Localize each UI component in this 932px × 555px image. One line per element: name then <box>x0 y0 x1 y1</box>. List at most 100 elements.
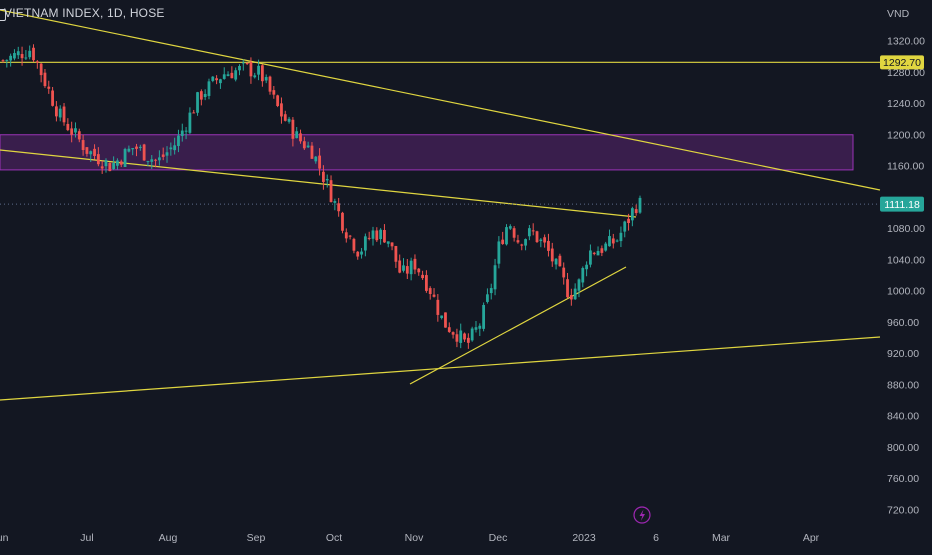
candle-body <box>66 123 70 131</box>
candle-body <box>234 70 238 80</box>
lightning-icon[interactable] <box>633 506 651 524</box>
candle-body <box>333 201 337 203</box>
candle-body <box>478 325 482 329</box>
candle-body <box>558 255 562 267</box>
candle-body <box>341 212 344 231</box>
candle-body <box>344 232 348 239</box>
candle-body <box>100 166 104 169</box>
candle-body <box>394 246 398 262</box>
resistance-zone[interactable] <box>0 134 854 171</box>
candle-body <box>455 334 459 342</box>
candle-body <box>573 288 577 300</box>
candle-body <box>196 92 199 113</box>
y-axis-unit: VND <box>887 8 910 20</box>
candle-body <box>280 103 283 117</box>
candle-body <box>35 61 39 63</box>
candle-body <box>150 159 154 162</box>
price-axis[interactable]: 1320.00 1280.00 1240.00 1200.00 1160.00 1080.… <box>887 36 925 517</box>
candle-body <box>348 235 352 237</box>
candle-body <box>165 152 169 156</box>
candle-body <box>173 145 177 151</box>
y-tick-label: 1200.00 <box>887 129 925 141</box>
candle-body <box>520 244 524 246</box>
last-price-marker: 1111.18 <box>880 196 924 212</box>
candle-body <box>375 230 379 241</box>
candle-body <box>192 112 196 114</box>
candle-body <box>409 260 413 275</box>
candle-body <box>47 86 51 89</box>
candle-body <box>9 55 13 61</box>
candle-body <box>104 160 108 167</box>
candle-body <box>322 171 325 182</box>
candle-body <box>314 156 318 162</box>
candle-body <box>459 330 463 343</box>
candle-body <box>154 159 157 161</box>
y-tick-label: 1280.00 <box>887 67 925 79</box>
candle-body <box>287 118 291 122</box>
candle-body <box>356 251 360 257</box>
x-tick-label: Apr <box>803 532 820 544</box>
candle-body <box>131 148 135 150</box>
candle-body <box>482 304 486 329</box>
candle-body <box>24 57 28 59</box>
candle-body <box>161 154 165 157</box>
candle-body <box>352 238 356 251</box>
candle-body <box>318 155 321 169</box>
candle-body <box>77 131 81 140</box>
candle-body <box>180 130 184 136</box>
candle-body <box>13 53 16 59</box>
candle-body <box>611 238 615 244</box>
candle-body <box>32 47 35 61</box>
candle-body <box>398 260 402 273</box>
candle-body <box>363 236 367 251</box>
candle-body <box>199 91 203 100</box>
candle-body <box>505 227 508 245</box>
candle-body <box>608 236 611 247</box>
candle-body <box>470 328 474 341</box>
candle-body <box>127 148 131 152</box>
long-term-support-trendline[interactable] <box>0 336 881 401</box>
candle-body <box>81 140 85 151</box>
candle-body <box>402 265 405 271</box>
candle-body <box>43 72 47 87</box>
candle-body <box>421 274 424 279</box>
candle-body <box>188 112 192 133</box>
candle-body <box>596 251 600 256</box>
candle-body <box>249 61 253 77</box>
candle-body <box>562 267 566 278</box>
descending-trendline[interactable] <box>0 9 881 191</box>
y-tick-label: 720.00 <box>887 504 919 516</box>
candle-body <box>219 79 222 84</box>
candle-body <box>543 237 547 243</box>
candle-body <box>5 59 9 61</box>
candle-body <box>222 74 226 79</box>
time-axis[interactable]: Jun Jul Aug Sep Oct Nov Dec 2023 6 Mar Apr <box>0 532 820 544</box>
candle-body <box>550 248 554 262</box>
candle-body <box>325 178 329 181</box>
candle-body <box>203 93 207 98</box>
candle-body <box>531 230 535 232</box>
x-tick-label: Mar <box>712 532 731 544</box>
candle-body <box>138 146 142 149</box>
x-tick-label: Sep <box>247 532 266 544</box>
rising-support-trendline[interactable] <box>409 266 627 385</box>
candle-body <box>119 161 123 165</box>
candle-body <box>497 241 501 264</box>
candle-body <box>89 151 93 155</box>
candle-body <box>291 119 295 139</box>
symbol-icon[interactable] <box>0 9 6 21</box>
x-tick-label: Aug <box>159 532 178 544</box>
candle-body <box>337 203 341 212</box>
candle-body <box>85 147 89 154</box>
candle-body <box>577 279 581 291</box>
candle-body <box>238 65 241 71</box>
x-tick-label: Jul <box>80 532 93 544</box>
candle-body <box>592 252 596 254</box>
x-tick-label: Jun <box>0 532 9 544</box>
candle-body <box>463 333 466 340</box>
candles-group <box>1 44 642 349</box>
x-tick-label: Nov <box>405 532 424 544</box>
candle-body <box>310 145 314 159</box>
